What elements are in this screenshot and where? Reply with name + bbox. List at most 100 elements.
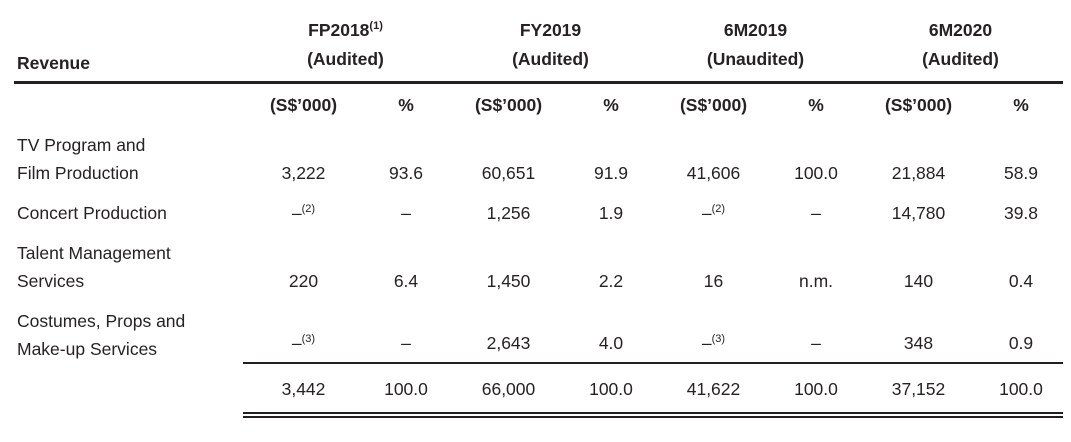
table-row: Concert Production –(2) –1,256 1.9 –(2) –14,7… [14,187,1063,227]
row-label: Talent Management Services [17,243,171,291]
cell-value: 41,622 [686,379,741,399]
cell-value: – [401,203,411,223]
cell-value: 220 [288,271,319,291]
cell-value: – [401,333,411,353]
percent-unit-header: % [1013,95,1029,115]
footnote-marker: (2) [301,203,316,216]
column-group-fy2019: FY2019 (Audited) [448,6,653,84]
cell-value: – [291,203,302,223]
row-label: Concert Production [17,203,167,223]
amount-unit-header: (S$’000) [269,95,338,115]
footnote-marker: (3) [301,333,316,346]
cell-value: 1,256 [486,203,531,223]
cell-value: n.m. [798,271,834,291]
table-header: Revenue FP2018(1) (Audited) FY2019 (Audi… [14,6,1063,119]
footnote-marker: (3) [711,333,726,346]
amount-cell: 16 [653,227,774,295]
column-group-6m2019: 6M2019 (Unaudited) [653,6,858,84]
cell-value: 100.0 [384,379,428,399]
percent-cell: n.m. [774,227,858,295]
cell-value: 37,152 [891,379,946,399]
percent-cell: 39.8 [979,187,1063,227]
percent-cell: 100.0 [979,363,1063,418]
cell-value: 100.0 [589,379,633,399]
amount-cell: 220 [243,227,364,295]
percent-cell: 100.0 [774,119,858,187]
percent-cell: – [364,187,448,227]
percent-cell: 93.6 [364,119,448,187]
amount-cell: 3,222 [243,119,364,187]
row-label: Costumes, Props and Make-up Services [17,311,186,359]
table-row: TV Program and Film Production 3,222 93.6 60… [14,119,1063,187]
amount-cell: 1,256 [448,187,569,227]
period-label: FY2019 [519,20,582,40]
percent-cell: 91.9 [569,119,653,187]
cell-value: 100.0 [794,163,838,183]
cell-value: 1.9 [598,203,624,223]
cell-value: 0.9 [1008,333,1034,353]
cell-value: – [291,333,302,353]
amount-cell: 21,884 [858,119,979,187]
percent-unit-header: % [603,95,619,115]
percent-cell: 4.0 [569,295,653,364]
cell-value: – [701,203,712,223]
cell-value: 0.4 [1008,271,1034,291]
cell-value: 3,222 [281,163,326,183]
amount-unit-header: (S$’000) [474,95,543,115]
total-row: 3,442 100.0 66,000 100.0 41,622 100.0 37,152 10… [14,363,1063,418]
percent-cell: – [364,295,448,364]
percent-unit-header: % [398,95,414,115]
amount-cell: –(3) [653,295,774,364]
cell-value: – [701,333,712,353]
percent-cell: 100.0 [774,363,858,418]
percent-cell: 100.0 [364,363,448,418]
amount-cell: 1,450 [448,227,569,295]
cell-value: 60,651 [481,163,536,183]
amount-unit-header: (S$’000) [679,95,748,115]
percent-cell: – [774,295,858,364]
amount-cell: 66,000 [448,363,569,418]
footnote-marker: (1) [369,20,383,33]
empty-cell [14,83,243,120]
cell-value: 100.0 [794,379,838,399]
column-group-row: Revenue FP2018(1) (Audited) FY2019 (Audi… [14,6,1063,84]
percent-cell: 1.9 [569,187,653,227]
cell-value: 21,884 [891,163,946,183]
column-group-fp2018: FP2018(1) (Audited) [243,6,448,84]
cell-value: 93.6 [388,163,424,183]
percent-cell: 6.4 [364,227,448,295]
table-row: Talent Management Services 220 6.4 1,450 2.2 1… [14,227,1063,295]
cell-value: 39.8 [1003,203,1039,223]
row-label: TV Program and Film Production [17,135,146,183]
cell-value: – [811,203,821,223]
cell-value: 41,606 [686,163,741,183]
audit-status-label: (Audited) [922,49,999,69]
cell-value: 4.0 [598,333,624,353]
cell-value: 91.9 [593,163,629,183]
amount-cell: 2,643 [448,295,569,364]
percent-cell: 0.9 [979,295,1063,364]
amount-cell: 37,152 [858,363,979,418]
amount-cell: 348 [858,295,979,364]
audit-status-label: (Unaudited) [706,49,805,69]
cell-value: 66,000 [481,379,536,399]
percent-cell: 58.9 [979,119,1063,187]
cell-value: 3,442 [281,379,326,399]
amount-cell: 140 [858,227,979,295]
amount-cell: 41,622 [653,363,774,418]
unit-subheader-row: (S$’000) % (S$’000) % (S$’000) % (S$’000… [14,83,1063,120]
cell-value: 16 [703,271,724,291]
amount-unit-header: (S$’000) [884,95,953,115]
percent-unit-header: % [808,95,824,115]
row-label [14,363,243,415]
cell-value: 6.4 [393,271,419,291]
amount-cell: 3,442 [243,363,364,418]
footnote-marker: (2) [711,203,726,216]
cell-value: 348 [903,333,934,353]
amount-cell: –(3) [243,295,364,364]
period-label: FP2018(1) [308,20,383,40]
audit-status-label: (Audited) [512,49,589,69]
cell-value: 2,643 [486,333,531,353]
cell-value: 1,450 [486,271,531,291]
table-row: Costumes, Props and Make-up Services –(3) –… [14,295,1063,364]
